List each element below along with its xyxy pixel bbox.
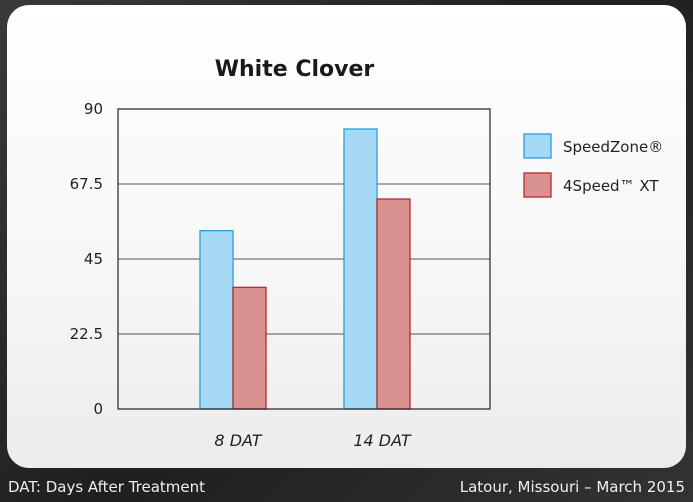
y-tick-label: 67.5 <box>70 175 103 193</box>
chart-title: White Clover <box>214 57 375 82</box>
bar-speedzone-8dat <box>199 230 234 410</box>
legend-label: SpeedZone® <box>563 138 663 156</box>
legend-swatch <box>523 172 552 198</box>
x-category-labels: 8 DAT 14 DAT <box>214 431 411 450</box>
y-tick-label: 0 <box>93 400 103 418</box>
footer-note: DAT: Days After Treatment <box>8 478 206 496</box>
bars <box>199 128 411 410</box>
y-tick-label: 90 <box>84 100 103 118</box>
bar-4speed-xt-14dat <box>376 198 411 410</box>
x-category-label: 14 DAT <box>353 431 412 450</box>
legend: SpeedZone® 4Speed™ XT <box>523 133 663 198</box>
y-tick-label: 22.5 <box>70 325 103 343</box>
footer-location-date: Latour, Missouri – March 2015 <box>459 478 685 496</box>
grid-lines <box>118 183 490 335</box>
y-tick-label: 45 <box>84 250 103 268</box>
plot-area-frame <box>117 108 491 410</box>
x-category-label: 8 DAT <box>214 431 262 450</box>
legend-label: 4Speed™ XT <box>563 177 659 195</box>
y-tick-labels: 0 22.5 45 67.5 90 <box>70 100 103 418</box>
footer: DAT: Days After Treatment Latour, Missou… <box>0 470 693 502</box>
bar-4speed-xt-8dat <box>232 286 267 410</box>
legend-swatch <box>523 133 552 159</box>
bar-chart: 0 22.5 45 67.5 90 8 DAT 14 DAT SpeedZone® 4Spe… <box>70 100 663 450</box>
bar-speedzone-14dat <box>343 128 378 410</box>
